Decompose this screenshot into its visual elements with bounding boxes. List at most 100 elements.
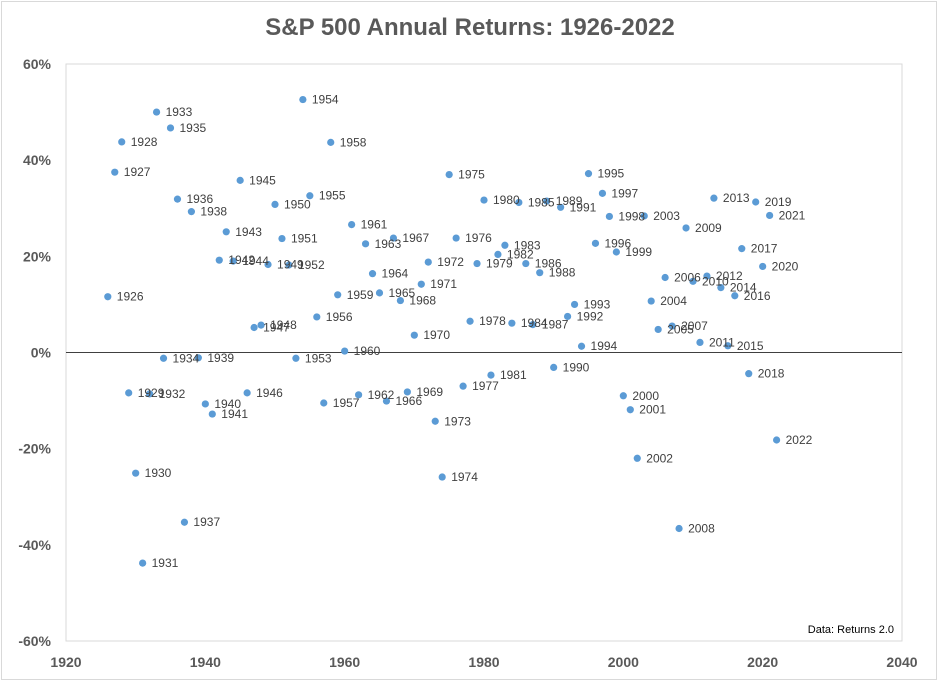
point-label-1992: 1992 — [577, 309, 604, 323]
source-note: Data: Returns 2.0 — [808, 624, 894, 636]
point-label-1994: 1994 — [591, 339, 618, 353]
point-labels: 1926 1927 1928 1929 1930 1931 1932 1933 1934 1935… — [117, 93, 813, 571]
data-point-2008 — [675, 524, 683, 533]
data-point-1978 — [466, 317, 474, 325]
point-label-1982: 1982 — [507, 247, 534, 261]
point-label-1941: 1941 — [221, 407, 248, 421]
point-label-1971: 1971 — [430, 277, 457, 291]
point-label-1987: 1987 — [542, 318, 569, 332]
point-label-1943: 1943 — [235, 225, 262, 239]
point-label-1949: 1949 — [277, 258, 304, 272]
data-point-1995 — [584, 170, 593, 178]
data-point-1969 — [403, 388, 411, 396]
data-point-1973 — [431, 417, 439, 425]
point-label-2017: 2017 — [751, 242, 778, 256]
point-label-1986: 1986 — [535, 257, 562, 271]
point-label-1968: 1968 — [409, 294, 436, 308]
point-label-2000: 2000 — [632, 389, 659, 403]
y-tick-label: -60% — [18, 633, 51, 649]
point-label-2016: 2016 — [744, 289, 771, 303]
data-point-1984 — [508, 319, 516, 327]
point-label-1948: 1948 — [270, 318, 297, 332]
data-point-2020 — [759, 262, 767, 271]
data-point-2021 — [766, 211, 774, 220]
data-point-1954 — [299, 95, 307, 104]
data-point-1997 — [598, 189, 607, 197]
data-points — [104, 95, 781, 567]
point-label-1998: 1998 — [618, 209, 645, 223]
point-label-2001: 2001 — [639, 403, 666, 417]
point-label-1950: 1950 — [284, 197, 311, 211]
point-label-1959: 1959 — [347, 288, 374, 302]
point-label-2021: 2021 — [779, 208, 806, 222]
data-point-1944 — [229, 257, 237, 265]
data-point-1992 — [564, 312, 572, 321]
point-label-1964: 1964 — [382, 267, 409, 281]
x-tick-label: 1940 — [190, 654, 221, 670]
point-label-1962: 1962 — [368, 388, 395, 402]
data-point-2007 — [668, 322, 676, 330]
data-point-1956 — [313, 313, 321, 321]
data-point-1951 — [278, 234, 286, 243]
point-label-1954: 1954 — [312, 93, 339, 107]
data-point-1968 — [396, 296, 404, 305]
data-point-1977 — [459, 382, 467, 390]
point-label-1997: 1997 — [611, 186, 638, 200]
data-point-1979 — [473, 259, 481, 268]
data-point-1983 — [501, 241, 509, 249]
point-label-1957: 1957 — [333, 396, 360, 410]
data-point-2022 — [773, 436, 781, 444]
point-label-1961: 1961 — [361, 218, 388, 232]
data-point-1950 — [271, 200, 279, 209]
x-tick-label: 2020 — [747, 654, 778, 670]
data-point-1957 — [320, 399, 328, 407]
data-point-2014 — [717, 283, 725, 292]
y-tick-label: 40% — [23, 152, 52, 168]
data-point-1934 — [159, 354, 168, 362]
point-label-1970: 1970 — [423, 328, 450, 342]
point-label-2020: 2020 — [772, 259, 799, 273]
point-label-1967: 1967 — [402, 231, 429, 245]
data-point-1966 — [382, 397, 391, 405]
point-label-1973: 1973 — [444, 414, 471, 428]
data-point-1939 — [194, 354, 202, 362]
point-label-2014: 2014 — [730, 281, 757, 295]
data-point-1948 — [257, 321, 265, 329]
point-label-1966: 1966 — [395, 394, 422, 408]
point-label-1990: 1990 — [563, 360, 590, 374]
point-label-1926: 1926 — [117, 290, 144, 304]
data-point-2006 — [661, 273, 669, 282]
y-axis-ticks: 60% 40% 20% 0% -20% -40% -60% — [18, 56, 51, 649]
data-point-1963 — [361, 240, 370, 248]
point-label-2022: 2022 — [786, 433, 813, 447]
data-point-1999 — [612, 248, 620, 256]
y-tick-label: -40% — [18, 537, 51, 553]
data-point-2019 — [752, 198, 760, 206]
point-label-1972: 1972 — [437, 255, 464, 269]
data-point-1960 — [341, 347, 349, 355]
point-label-1940: 1940 — [214, 397, 241, 411]
data-point-1964 — [368, 270, 377, 278]
data-point-1998 — [605, 212, 614, 221]
point-label-1934: 1934 — [173, 351, 200, 365]
point-label-1976: 1976 — [465, 231, 492, 245]
data-point-1981 — [487, 371, 495, 379]
data-point-1970 — [410, 331, 418, 339]
data-point-1996 — [591, 239, 600, 247]
point-label-1993: 1993 — [584, 297, 611, 311]
data-point-2004 — [647, 297, 655, 305]
point-label-2005: 2005 — [667, 322, 694, 336]
point-label-2009: 2009 — [695, 221, 722, 235]
chart-title: S&P 500 Annual Returns: 1926-2022 — [265, 14, 675, 41]
point-label-1937: 1937 — [193, 515, 220, 529]
y-tick-label: 60% — [23, 56, 52, 72]
data-point-2012 — [703, 272, 711, 280]
data-point-1943 — [222, 228, 230, 236]
point-label-1942: 1942 — [228, 253, 255, 267]
point-label-2013: 2013 — [723, 191, 750, 205]
x-tick-label: 1980 — [468, 654, 499, 670]
data-point-2017 — [738, 245, 746, 253]
data-point-2011 — [696, 338, 704, 347]
point-label-1969: 1969 — [416, 385, 443, 399]
data-point-1955 — [306, 192, 314, 200]
